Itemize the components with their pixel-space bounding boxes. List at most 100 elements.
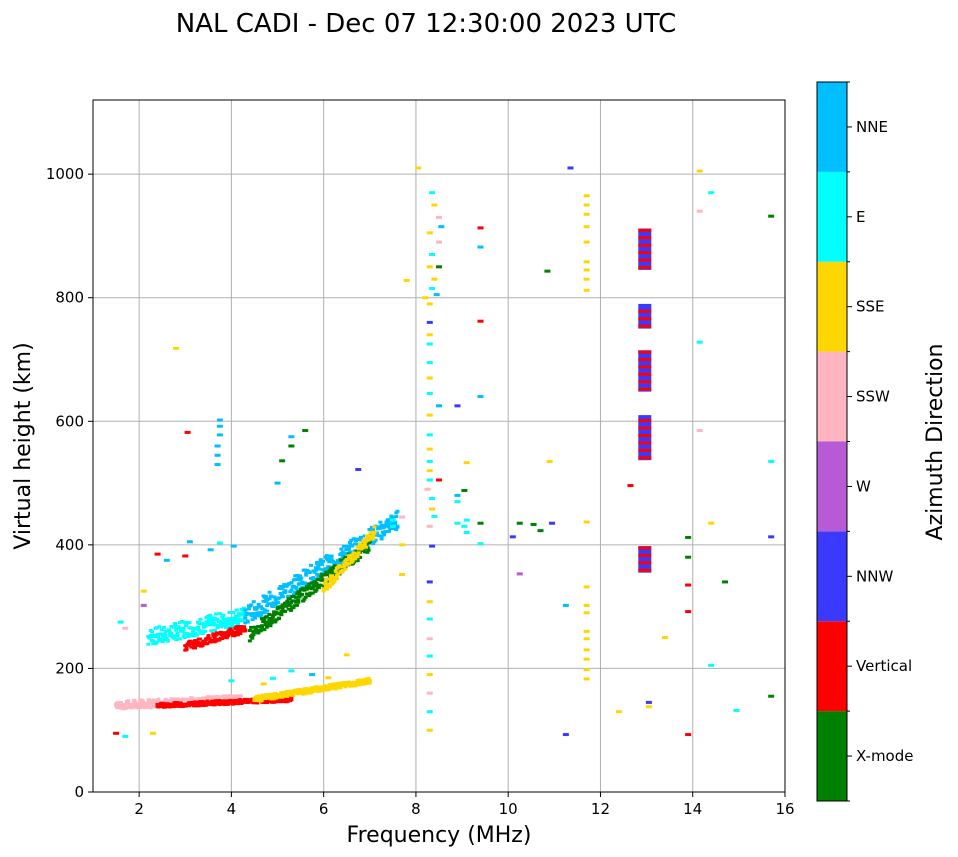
echo-point <box>214 444 221 448</box>
echo-point <box>372 531 377 535</box>
echo-point <box>516 521 523 525</box>
echo-point <box>274 610 279 614</box>
echo-point <box>342 557 347 561</box>
echo-point <box>118 701 123 705</box>
echo-point <box>321 584 326 588</box>
echo-point <box>339 547 344 551</box>
echo-point <box>263 623 268 627</box>
echo-point <box>583 677 590 681</box>
echo-point <box>391 527 396 531</box>
echo-point <box>243 608 248 612</box>
echo-point <box>267 597 272 601</box>
echo-point <box>210 638 215 642</box>
colorbar-segment <box>817 261 847 352</box>
echo-point <box>227 617 232 621</box>
echo-point <box>175 697 180 701</box>
echo-point <box>184 646 189 650</box>
echo-point <box>350 544 355 548</box>
echo-point <box>316 575 321 579</box>
echo-point <box>403 278 410 282</box>
echo-point <box>385 518 390 522</box>
echo-point <box>331 580 336 584</box>
echo-point <box>226 625 231 629</box>
echo-point <box>583 629 590 633</box>
echo-point <box>384 521 389 525</box>
echo-point <box>216 418 223 422</box>
echo-point <box>217 619 222 623</box>
echo-point <box>279 586 284 590</box>
echo-point <box>696 340 703 344</box>
echo-column-mark <box>638 456 652 460</box>
echo-point <box>154 640 159 644</box>
echo-point <box>326 567 331 571</box>
echo-point <box>326 579 331 583</box>
echo-point <box>562 733 569 737</box>
echo-point <box>251 600 256 604</box>
echo-point <box>189 698 194 702</box>
echo-point <box>389 518 396 522</box>
echo-point <box>350 559 355 563</box>
echo-point <box>237 611 242 615</box>
echo-point <box>324 584 329 588</box>
echo-point <box>190 640 195 644</box>
echo-point <box>183 624 188 628</box>
echo-point <box>327 569 332 573</box>
echo-point <box>347 562 352 566</box>
echo-point <box>187 621 192 625</box>
echo-point <box>212 623 217 627</box>
echo-point <box>156 635 161 639</box>
echo-point <box>426 673 433 677</box>
echo-point <box>250 614 255 618</box>
y-tick-label: 0 <box>74 783 84 801</box>
echo-point <box>299 592 304 596</box>
echo-point <box>347 540 352 544</box>
echo-point <box>265 604 270 608</box>
colorbar-segment <box>817 171 847 262</box>
echo-point <box>259 624 264 628</box>
echo-point <box>645 700 652 704</box>
echo-point <box>426 361 433 365</box>
echo-point <box>242 606 247 610</box>
echo-point <box>215 617 220 621</box>
echo-point <box>233 694 238 698</box>
echo-point <box>583 648 590 652</box>
echo-point <box>768 214 775 218</box>
echo-point <box>371 527 376 531</box>
echo-point <box>189 645 194 649</box>
echo-point <box>171 625 176 629</box>
echo-point <box>256 611 261 615</box>
echo-point <box>383 523 388 527</box>
echo-point <box>182 632 187 636</box>
echo-point <box>347 550 352 554</box>
echo-point <box>282 694 287 698</box>
echo-point <box>583 611 590 615</box>
echo-point <box>433 293 440 297</box>
echo-point <box>272 610 277 614</box>
echo-point <box>355 559 360 563</box>
echo-point <box>343 551 348 555</box>
echo-point <box>394 515 399 519</box>
echo-point <box>436 215 442 219</box>
echo-point <box>583 268 590 272</box>
chart-title: NAL CADI - Dec 07 12:30:00 2023 UTC <box>176 9 676 39</box>
echo-point <box>321 588 326 592</box>
y-tick-label: 200 <box>55 659 84 677</box>
echo-point <box>228 679 235 683</box>
echo-column-mark <box>638 309 652 313</box>
echo-point <box>182 636 187 640</box>
echo-column <box>638 350 652 392</box>
echo-point <box>685 583 692 587</box>
echo-point <box>294 689 299 693</box>
echo-point <box>256 624 261 628</box>
echo-point <box>296 598 301 602</box>
echo-point <box>319 562 324 566</box>
echo-point <box>164 636 169 640</box>
x-tick-label: 16 <box>775 800 794 818</box>
echo-point <box>169 700 174 704</box>
echo-point <box>199 629 204 633</box>
echo-point <box>343 567 348 571</box>
echo-point <box>583 194 590 198</box>
echo-point <box>235 623 240 627</box>
echo-point <box>275 606 280 610</box>
echo-point <box>426 617 433 621</box>
